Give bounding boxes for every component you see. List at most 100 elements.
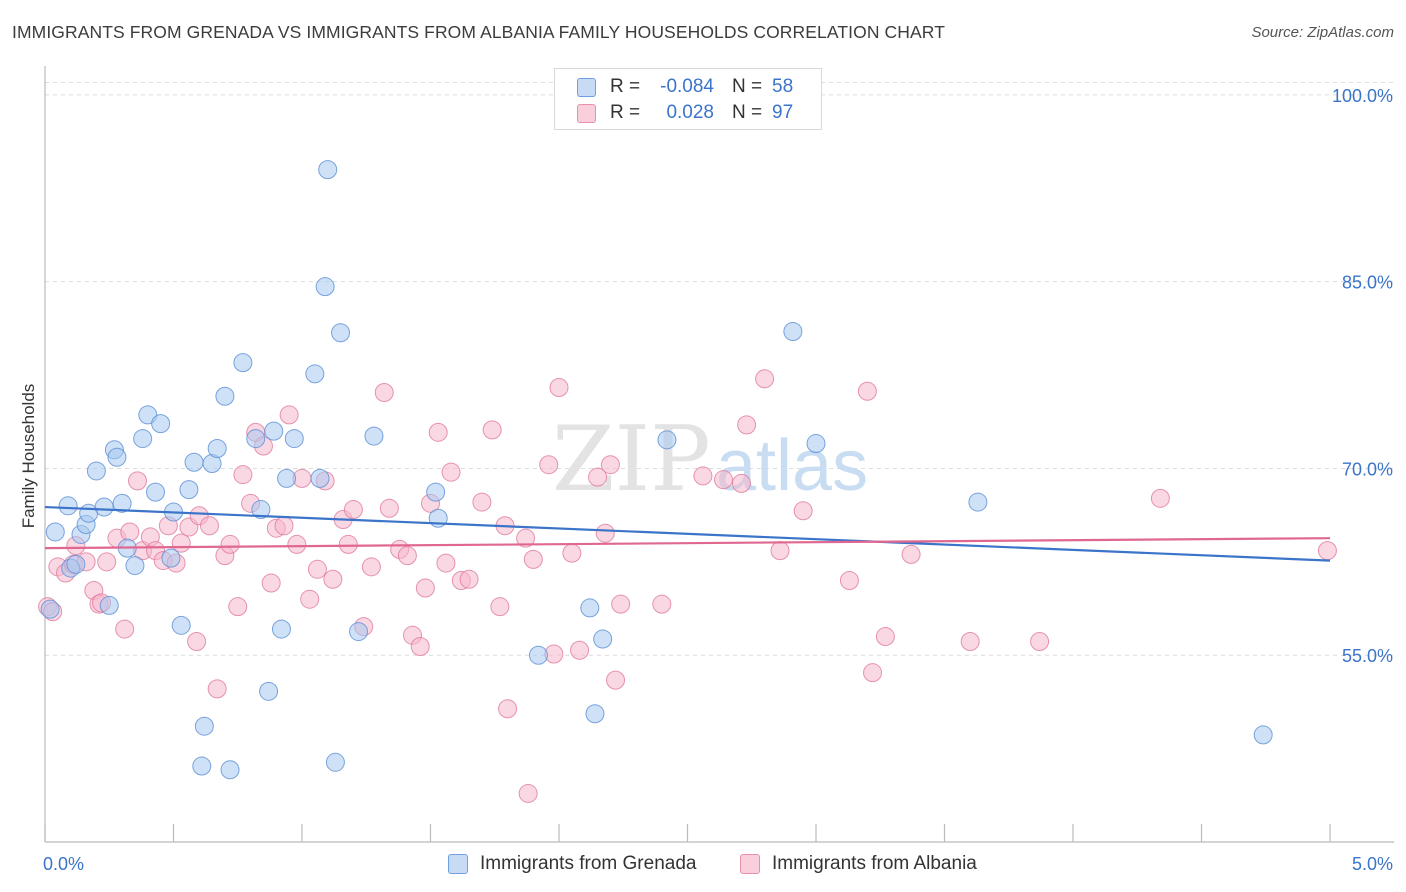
bottom-legend-swatch-albania — [740, 854, 760, 874]
albania-point — [220, 534, 240, 554]
albania-point — [793, 501, 813, 521]
legend-r-label: R = — [610, 102, 641, 123]
albania-point — [379, 498, 399, 518]
grenada-point — [184, 452, 204, 472]
grenada-point — [66, 554, 86, 574]
albania-point — [1150, 488, 1170, 508]
albania-point — [338, 534, 358, 554]
grenada-point — [585, 704, 605, 724]
legend-swatch-albania — [577, 103, 596, 123]
grenada-point — [233, 353, 253, 373]
legend-row-albania: R = 0.028 N = 97 — [577, 100, 793, 126]
grenada-point — [99, 595, 119, 615]
grenada-point — [331, 323, 351, 343]
watermark: ZIP atlas — [552, 407, 868, 512]
albania-point — [482, 420, 502, 440]
albania-point — [233, 465, 253, 485]
albania-point — [207, 679, 227, 699]
x-tick-label: 5.0% — [1352, 854, 1393, 874]
grenada-point — [259, 681, 279, 701]
albania-point — [307, 559, 327, 579]
legend-r-value: 0.028 — [666, 102, 714, 123]
grenada-point — [220, 760, 240, 780]
albania-point — [539, 455, 559, 475]
albania-point — [472, 492, 492, 512]
grenada-point — [194, 716, 214, 736]
tick-labels: 100.0% 85.0% 70.0% 55.0% 0.0% 5.0% — [43, 86, 1393, 874]
albania-point — [498, 699, 518, 719]
legend-n-label: N = — [732, 76, 763, 97]
grenada-point — [171, 615, 191, 635]
albania-point — [415, 578, 435, 598]
albania-point — [441, 462, 461, 482]
grenada-point — [58, 496, 78, 516]
albania-point — [857, 381, 877, 401]
albania-point — [523, 549, 543, 569]
bottom-legend-swatch-grenada — [448, 854, 468, 874]
grenada-point — [207, 439, 227, 459]
grenada-point — [1253, 725, 1273, 745]
albania-point — [490, 597, 510, 617]
bottom-legend-label-albania: Immigrants from Albania — [772, 853, 977, 874]
albania-point — [279, 405, 299, 425]
albania-point — [171, 533, 191, 553]
grenada-trend-line — [44, 505, 1331, 562]
legend-swatch-grenada — [577, 77, 596, 97]
grenada-point — [806, 434, 826, 454]
source-label: Source: ZipAtlas.com — [1251, 24, 1394, 41]
legend-n-value: 58 — [772, 76, 794, 97]
legend-n-value: 97 — [772, 102, 794, 123]
grenada-point — [146, 482, 166, 502]
bottom-legend-label-grenada: Immigrants from Grenada — [480, 853, 697, 874]
albania-point — [428, 422, 448, 442]
trend-lines — [44, 505, 1331, 562]
grenada-point — [161, 548, 181, 568]
albania-point — [713, 470, 733, 490]
x-tick-label: 0.0% — [43, 854, 84, 874]
grenada-point — [251, 500, 271, 520]
grenada-point — [305, 364, 325, 384]
albania-point — [228, 597, 248, 617]
albania-point — [436, 553, 456, 573]
bottom-legend-grenada: Immigrants from Grenada — [448, 852, 696, 876]
albania-point — [343, 500, 363, 520]
grenada-point — [192, 756, 212, 776]
y-tick-label: 85.0% — [1342, 273, 1393, 293]
grenada-point — [364, 426, 384, 446]
albania-point — [261, 573, 281, 593]
grenada-point — [133, 429, 153, 449]
albania-trend-line — [44, 537, 1331, 550]
albania-point — [693, 466, 713, 486]
albania-point — [606, 670, 626, 690]
albania-point — [562, 543, 582, 563]
grenada-point — [315, 277, 335, 297]
grenada-point — [657, 430, 677, 450]
albania-point — [361, 557, 381, 577]
albania-point — [187, 632, 207, 652]
albania-point — [755, 369, 775, 389]
albania-point — [374, 382, 394, 402]
albania-point — [652, 594, 672, 614]
grenada-point — [783, 321, 803, 341]
albania-point — [120, 522, 140, 542]
albania-point — [901, 544, 921, 564]
albania-point — [410, 637, 430, 657]
grenada-point — [349, 622, 369, 642]
grenada-point — [107, 447, 127, 467]
albania-point — [115, 619, 135, 639]
albania-point — [960, 632, 980, 652]
albania-point — [287, 534, 307, 554]
legend-row-grenada: R = -0.084 N = 58 — [577, 74, 793, 100]
albania-point — [516, 528, 536, 548]
grenada-point — [284, 429, 304, 449]
axes — [44, 66, 1394, 843]
grenada-point — [45, 522, 65, 542]
grenada-point — [271, 619, 291, 639]
grenada-point — [215, 386, 235, 406]
albania-point — [459, 569, 479, 589]
albania-point — [300, 589, 320, 609]
legend-r-value: -0.084 — [660, 76, 714, 97]
grenada-point — [264, 421, 284, 441]
albania-point — [611, 594, 631, 614]
